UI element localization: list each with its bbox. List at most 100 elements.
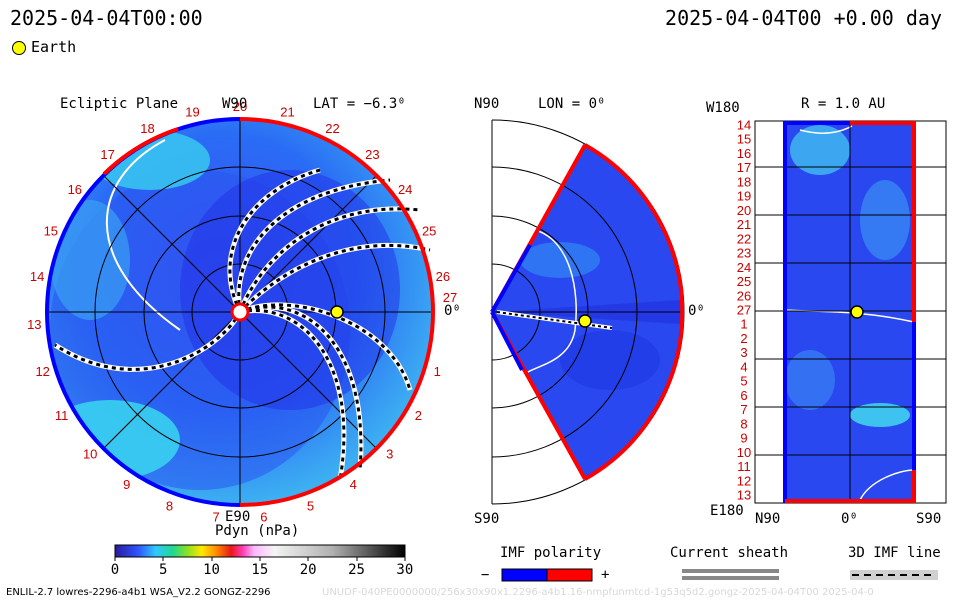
rotation-number: 12 [35, 364, 49, 379]
imf-plus-label: + [601, 567, 610, 583]
mercator-row-label: 8 [740, 416, 747, 431]
mercator-bottom-left-label: E180 [710, 503, 744, 519]
earth-marker-ecliptic [330, 305, 344, 319]
mercator-row-label: 9 [740, 431, 747, 446]
rotation-number: 18 [140, 121, 154, 136]
imf-positive-swatch [546, 568, 593, 582]
meridional-title: LON = 0⁰ [538, 96, 606, 112]
mercator-row-label: 11 [737, 459, 751, 474]
current-sheath-swatch [682, 569, 779, 580]
carrington-longitudes: 20 21222324252612345678910111213141516171… [27, 99, 457, 525]
mercator-row-label: 16 [737, 146, 751, 161]
mercator-row-label: 12 [737, 473, 751, 488]
mercator-row-label: 2 [740, 331, 747, 346]
meridional-right-label: 0⁰ [688, 303, 705, 319]
mercator-row-label: 15 [737, 132, 751, 147]
earth-legend-label: Earth [31, 38, 77, 56]
mercator-row-label: 7 [740, 402, 747, 417]
header-right-time: 2025-04-04T00 +0.00 day [665, 6, 942, 30]
imf-negative-swatch [501, 568, 548, 582]
colorbar-title: Pdyn (nPa) [215, 523, 300, 539]
mercator-row-label: 21 [737, 217, 751, 232]
mercator-top-left-label: W180 [706, 100, 740, 116]
meridional-top-label: N90 [474, 96, 500, 112]
mercator-row-label: 26 [737, 288, 751, 303]
ecliptic-lat-label: LAT = −6.3⁰ [313, 96, 406, 112]
mercator-row-label: 17 [737, 160, 751, 175]
meridional-plot [490, 119, 685, 505]
mercator-row-label: 22 [737, 231, 751, 246]
imf-polarity-title: IMF polarity [500, 545, 602, 561]
mercator-row-label: 19 [737, 189, 751, 204]
mercator-row-label: 18 [737, 174, 751, 189]
mercator-row-label: 4 [740, 359, 747, 374]
mercator-row-label: 23 [737, 246, 751, 261]
rotation-number: 1 [434, 364, 441, 379]
imf-minus-label: − [481, 567, 490, 583]
ecliptic-top-label: W90 [222, 96, 248, 112]
rotation-number: 5 [307, 499, 314, 514]
rotation-number: 6 [260, 510, 267, 525]
rotation-number: 23 [365, 147, 379, 162]
rotation-number: 10 [83, 446, 97, 461]
rotation-number: 16 [68, 182, 82, 197]
rotation-number: 2 [415, 408, 422, 423]
colorbar-tick-label: 0 [110, 562, 120, 578]
rotation-number: 4 [350, 477, 357, 492]
rotation-number: 22 [325, 121, 339, 136]
mercator-row-label: 10 [737, 445, 751, 460]
colorbar-tick-label: 30 [396, 562, 414, 578]
colorbar-tick-label: 20 [299, 562, 317, 578]
rotation-number: 17 [100, 147, 114, 162]
ecliptic-plot [45, 117, 435, 507]
mercator-x-label-n90: N90 [755, 511, 781, 527]
imf3d-swatch [850, 570, 938, 580]
colorbar-tick-label: 5 [159, 562, 168, 578]
colorbar-tick-label: 10 [203, 562, 220, 578]
rotation-number: 20 [233, 99, 247, 114]
rotation-number: 27 [443, 290, 457, 305]
mercator-row-label: 27 [737, 303, 751, 318]
mercator-row-label: 25 [737, 274, 751, 289]
rotation-number: 26 [436, 269, 450, 284]
mercator-row-label: 5 [740, 374, 747, 389]
mercator-row-label: 3 [740, 345, 747, 360]
earth-marker-meridional [578, 314, 592, 328]
mercator-x-label-0: 0⁰ [841, 511, 858, 527]
rotation-number: 11 [55, 408, 69, 423]
imf3d-title: 3D IMF line [848, 545, 941, 561]
rotation-number: 19 [185, 105, 199, 120]
rotation-number: 3 [386, 446, 393, 461]
header-left-time: 2025-04-04T00:00 [10, 6, 203, 30]
colorbar-tick-label: 15 [251, 562, 269, 578]
mercator-row-labels: 1415161718192021222324252627123456789101… [737, 118, 751, 503]
earth-marker-mercator [850, 305, 864, 319]
rotation-number: 14 [30, 269, 44, 284]
rotation-number: 13 [27, 317, 41, 332]
rotation-number: 9 [123, 477, 130, 492]
mercator-row-label: 1 [740, 317, 747, 332]
ecliptic-right-label: 0⁰ [444, 303, 461, 319]
model-info: ENLIL-2.7 lowres-2296-a4b1 WSA_V2.2 GONG… [6, 587, 271, 598]
run-watermark: UNUDF-040PE0000000/256x30x90x1.2296-a4b1… [322, 587, 874, 598]
mercator-row-label: 13 [737, 488, 751, 503]
rotation-number: 15 [44, 223, 58, 238]
ecliptic-bottom-label: E90 [225, 509, 251, 525]
mercator-row-label: 24 [737, 260, 751, 275]
ecliptic-title: Ecliptic Plane [60, 96, 179, 112]
meridional-bottom-label: S90 [474, 511, 500, 527]
current-sheath-title: Current sheath [670, 545, 789, 561]
mercator-row-label: 6 [740, 388, 747, 403]
mercator-title: R = 1.0 AU [801, 96, 886, 112]
mercator-plot [754, 120, 947, 504]
rotation-number: 7 [212, 510, 219, 525]
rotation-number: 21 [280, 105, 294, 120]
mercator-row-label: 14 [737, 118, 751, 133]
rotation-number: 25 [422, 223, 436, 238]
colorbar-tick-label: 25 [348, 562, 365, 578]
mercator-row-label: 20 [737, 203, 751, 218]
mercator-x-label-s90: S90 [916, 511, 942, 527]
pdyn-colorbar [114, 544, 406, 558]
earth-legend-icon [12, 41, 26, 55]
